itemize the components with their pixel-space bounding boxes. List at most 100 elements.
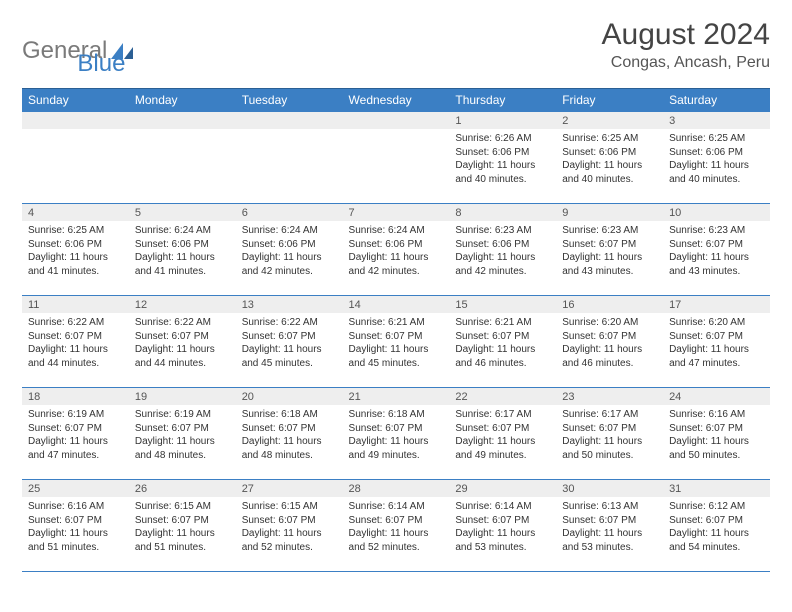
day-data — [343, 129, 450, 134]
weekday-header: Monday — [129, 89, 236, 112]
daylight-line: Daylight: 11 hours and 49 minutes. — [349, 435, 444, 462]
day-data — [129, 129, 236, 134]
weekday-header: Thursday — [449, 89, 556, 112]
day-number: 27 — [236, 480, 343, 497]
calendar-cell: 14Sunrise: 6:21 AMSunset: 6:07 PMDayligh… — [343, 296, 450, 388]
daylight-line: Daylight: 11 hours and 47 minutes. — [669, 343, 764, 370]
daylight-line: Daylight: 11 hours and 45 minutes. — [242, 343, 337, 370]
calendar-cell: 5Sunrise: 6:24 AMSunset: 6:06 PMDaylight… — [129, 204, 236, 296]
weekday-header: Saturday — [663, 89, 770, 112]
sunrise-line: Sunrise: 6:15 AM — [135, 500, 230, 514]
day-data: Sunrise: 6:23 AMSunset: 6:07 PMDaylight:… — [663, 221, 770, 280]
day-number: 14 — [343, 296, 450, 313]
calendar-cell: 22Sunrise: 6:17 AMSunset: 6:07 PMDayligh… — [449, 388, 556, 480]
daylight-line: Daylight: 11 hours and 44 minutes. — [135, 343, 230, 370]
sunrise-line: Sunrise: 6:17 AM — [455, 408, 550, 422]
day-number: 1 — [449, 112, 556, 129]
sunset-line: Sunset: 6:07 PM — [669, 330, 764, 344]
calendar-table: SundayMondayTuesdayWednesdayThursdayFrid… — [22, 88, 770, 572]
day-data: Sunrise: 6:17 AMSunset: 6:07 PMDaylight:… — [556, 405, 663, 464]
calendar-cell: 15Sunrise: 6:21 AMSunset: 6:07 PMDayligh… — [449, 296, 556, 388]
day-data: Sunrise: 6:22 AMSunset: 6:07 PMDaylight:… — [129, 313, 236, 372]
calendar-body: 1Sunrise: 6:26 AMSunset: 6:06 PMDaylight… — [22, 112, 770, 572]
sunset-line: Sunset: 6:07 PM — [28, 422, 123, 436]
daylight-line: Daylight: 11 hours and 51 minutes. — [135, 527, 230, 554]
day-data: Sunrise: 6:24 AMSunset: 6:06 PMDaylight:… — [343, 221, 450, 280]
sunrise-line: Sunrise: 6:24 AM — [242, 224, 337, 238]
sunset-line: Sunset: 6:06 PM — [242, 238, 337, 252]
daylight-line: Daylight: 11 hours and 42 minutes. — [455, 251, 550, 278]
day-data: Sunrise: 6:14 AMSunset: 6:07 PMDaylight:… — [343, 497, 450, 556]
daylight-line: Daylight: 11 hours and 54 minutes. — [669, 527, 764, 554]
sunrise-line: Sunrise: 6:19 AM — [28, 408, 123, 422]
sunset-line: Sunset: 6:06 PM — [669, 146, 764, 160]
calendar-cell — [129, 112, 236, 204]
daylight-line: Daylight: 11 hours and 53 minutes. — [562, 527, 657, 554]
calendar-cell: 16Sunrise: 6:20 AMSunset: 6:07 PMDayligh… — [556, 296, 663, 388]
logo-word-2: Blue — [77, 50, 125, 78]
day-data: Sunrise: 6:20 AMSunset: 6:07 PMDaylight:… — [663, 313, 770, 372]
day-data: Sunrise: 6:20 AMSunset: 6:07 PMDaylight:… — [556, 313, 663, 372]
daylight-line: Daylight: 11 hours and 45 minutes. — [349, 343, 444, 370]
day-data: Sunrise: 6:25 AMSunset: 6:06 PMDaylight:… — [22, 221, 129, 280]
day-number: 21 — [343, 388, 450, 405]
sunset-line: Sunset: 6:07 PM — [242, 330, 337, 344]
day-number: 6 — [236, 204, 343, 221]
location: Congas, Ancash, Peru — [602, 54, 770, 72]
sunrise-line: Sunrise: 6:23 AM — [562, 224, 657, 238]
daylight-line: Daylight: 11 hours and 46 minutes. — [562, 343, 657, 370]
calendar-cell: 10Sunrise: 6:23 AMSunset: 6:07 PMDayligh… — [663, 204, 770, 296]
calendar-cell: 8Sunrise: 6:23 AMSunset: 6:06 PMDaylight… — [449, 204, 556, 296]
day-data: Sunrise: 6:21 AMSunset: 6:07 PMDaylight:… — [449, 313, 556, 372]
day-data: Sunrise: 6:16 AMSunset: 6:07 PMDaylight:… — [663, 405, 770, 464]
day-number — [129, 112, 236, 129]
day-number: 30 — [556, 480, 663, 497]
day-number: 5 — [129, 204, 236, 221]
sunrise-line: Sunrise: 6:26 AM — [455, 132, 550, 146]
day-data: Sunrise: 6:18 AMSunset: 6:07 PMDaylight:… — [236, 405, 343, 464]
day-data — [22, 129, 129, 134]
day-data: Sunrise: 6:12 AMSunset: 6:07 PMDaylight:… — [663, 497, 770, 556]
sunrise-line: Sunrise: 6:12 AM — [669, 500, 764, 514]
sunrise-line: Sunrise: 6:18 AM — [349, 408, 444, 422]
day-number: 12 — [129, 296, 236, 313]
calendar-cell: 12Sunrise: 6:22 AMSunset: 6:07 PMDayligh… — [129, 296, 236, 388]
sunset-line: Sunset: 6:07 PM — [562, 238, 657, 252]
daylight-line: Daylight: 11 hours and 40 minutes. — [562, 159, 657, 186]
sunrise-line: Sunrise: 6:14 AM — [349, 500, 444, 514]
day-data: Sunrise: 6:13 AMSunset: 6:07 PMDaylight:… — [556, 497, 663, 556]
day-number — [22, 112, 129, 129]
sunset-line: Sunset: 6:07 PM — [562, 514, 657, 528]
day-number: 2 — [556, 112, 663, 129]
day-number: 16 — [556, 296, 663, 313]
weekday-header: Tuesday — [236, 89, 343, 112]
sunset-line: Sunset: 6:07 PM — [135, 514, 230, 528]
calendar-cell: 18Sunrise: 6:19 AMSunset: 6:07 PMDayligh… — [22, 388, 129, 480]
logo: General Blue — [22, 18, 125, 78]
day-number: 23 — [556, 388, 663, 405]
daylight-line: Daylight: 11 hours and 50 minutes. — [669, 435, 764, 462]
day-number: 26 — [129, 480, 236, 497]
sunset-line: Sunset: 6:07 PM — [669, 422, 764, 436]
calendar-cell: 20Sunrise: 6:18 AMSunset: 6:07 PMDayligh… — [236, 388, 343, 480]
sunrise-line: Sunrise: 6:24 AM — [349, 224, 444, 238]
sunrise-line: Sunrise: 6:23 AM — [669, 224, 764, 238]
calendar-cell: 29Sunrise: 6:14 AMSunset: 6:07 PMDayligh… — [449, 480, 556, 572]
weekday-header: Wednesday — [343, 89, 450, 112]
day-number: 9 — [556, 204, 663, 221]
daylight-line: Daylight: 11 hours and 40 minutes. — [455, 159, 550, 186]
daylight-line: Daylight: 11 hours and 43 minutes. — [562, 251, 657, 278]
daylight-line: Daylight: 11 hours and 42 minutes. — [349, 251, 444, 278]
sunset-line: Sunset: 6:06 PM — [455, 238, 550, 252]
day-data: Sunrise: 6:23 AMSunset: 6:07 PMDaylight:… — [556, 221, 663, 280]
day-data: Sunrise: 6:23 AMSunset: 6:06 PMDaylight:… — [449, 221, 556, 280]
daylight-line: Daylight: 11 hours and 43 minutes. — [669, 251, 764, 278]
daylight-line: Daylight: 11 hours and 42 minutes. — [242, 251, 337, 278]
calendar-head: SundayMondayTuesdayWednesdayThursdayFrid… — [22, 89, 770, 112]
day-number: 15 — [449, 296, 556, 313]
calendar-cell: 9Sunrise: 6:23 AMSunset: 6:07 PMDaylight… — [556, 204, 663, 296]
day-number: 20 — [236, 388, 343, 405]
sunset-line: Sunset: 6:06 PM — [455, 146, 550, 160]
calendar-cell: 21Sunrise: 6:18 AMSunset: 6:07 PMDayligh… — [343, 388, 450, 480]
sunset-line: Sunset: 6:07 PM — [242, 514, 337, 528]
